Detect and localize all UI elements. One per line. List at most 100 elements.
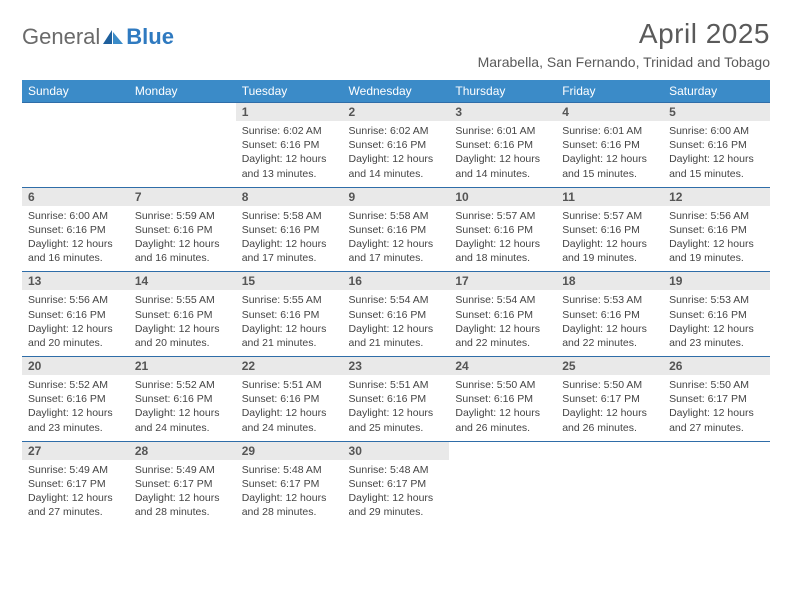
day-number-cell: 9: [343, 187, 450, 206]
day1-text: Daylight: 12 hours: [242, 237, 337, 251]
sunrise-text: Sunrise: 5:56 AM: [669, 209, 764, 223]
day1-text: Daylight: 12 hours: [349, 152, 444, 166]
day-info-cell: Sunrise: 5:48 AMSunset: 6:17 PMDaylight:…: [343, 460, 450, 526]
day-info-cell: Sunrise: 5:54 AMSunset: 6:16 PMDaylight:…: [449, 290, 556, 356]
day1-text: Daylight: 12 hours: [669, 237, 764, 251]
day-info-cell: [129, 121, 236, 187]
sunset-text: Sunset: 6:16 PM: [669, 308, 764, 322]
sunrise-text: Sunrise: 5:58 AM: [349, 209, 444, 223]
sunrise-text: Sunrise: 6:01 AM: [562, 124, 657, 138]
day1-text: Daylight: 12 hours: [135, 322, 230, 336]
title-block: April 2025 Marabella, San Fernando, Trin…: [478, 18, 770, 70]
sunset-text: Sunset: 6:16 PM: [349, 308, 444, 322]
day-info-cell: Sunrise: 6:02 AMSunset: 6:16 PMDaylight:…: [236, 121, 343, 187]
day-number-row: 6789101112: [22, 187, 770, 206]
sunrise-text: Sunrise: 5:51 AM: [242, 378, 337, 392]
day1-text: Daylight: 12 hours: [455, 237, 550, 251]
sunset-text: Sunset: 6:16 PM: [28, 308, 123, 322]
day-number-row: 12345: [22, 103, 770, 122]
day-info-cell: Sunrise: 5:49 AMSunset: 6:17 PMDaylight:…: [22, 460, 129, 526]
weekday-header: Tuesday: [236, 80, 343, 103]
weekday-header: Sunday: [22, 80, 129, 103]
sunrise-text: Sunrise: 5:50 AM: [455, 378, 550, 392]
weekday-header: Friday: [556, 80, 663, 103]
sail-icon: [102, 28, 124, 46]
day-number-row: 27282930: [22, 441, 770, 460]
day-info-cell: Sunrise: 5:49 AMSunset: 6:17 PMDaylight:…: [129, 460, 236, 526]
sunrise-text: Sunrise: 5:53 AM: [562, 293, 657, 307]
day-number-cell: [22, 103, 129, 122]
day-number-cell: 21: [129, 357, 236, 376]
day-info-cell: Sunrise: 5:54 AMSunset: 6:16 PMDaylight:…: [343, 290, 450, 356]
sunrise-text: Sunrise: 5:59 AM: [135, 209, 230, 223]
day2-text: and 27 minutes.: [28, 505, 123, 519]
day2-text: and 23 minutes.: [28, 421, 123, 435]
day-number-cell: 19: [663, 272, 770, 291]
weekday-header: Monday: [129, 80, 236, 103]
sunrise-text: Sunrise: 5:48 AM: [242, 463, 337, 477]
day1-text: Daylight: 12 hours: [349, 322, 444, 336]
day-number-cell: 24: [449, 357, 556, 376]
day1-text: Daylight: 12 hours: [562, 322, 657, 336]
day1-text: Daylight: 12 hours: [349, 491, 444, 505]
sunrise-text: Sunrise: 5:55 AM: [242, 293, 337, 307]
day2-text: and 26 minutes.: [455, 421, 550, 435]
day1-text: Daylight: 12 hours: [135, 237, 230, 251]
sunset-text: Sunset: 6:16 PM: [242, 308, 337, 322]
brand-part1: General: [22, 24, 100, 50]
day-number-cell: 4: [556, 103, 663, 122]
day-number-cell: [129, 103, 236, 122]
day-info-row: Sunrise: 5:49 AMSunset: 6:17 PMDaylight:…: [22, 460, 770, 526]
day1-text: Daylight: 12 hours: [135, 406, 230, 420]
sunset-text: Sunset: 6:17 PM: [349, 477, 444, 491]
brand-logo: General Blue: [22, 24, 174, 50]
day-number-cell: 2: [343, 103, 450, 122]
day-number-cell: 5: [663, 103, 770, 122]
day2-text: and 22 minutes.: [562, 336, 657, 350]
sunrise-text: Sunrise: 5:57 AM: [455, 209, 550, 223]
day-info-row: Sunrise: 5:52 AMSunset: 6:16 PMDaylight:…: [22, 375, 770, 441]
day2-text: and 17 minutes.: [349, 251, 444, 265]
day1-text: Daylight: 12 hours: [669, 406, 764, 420]
day-number-cell: 17: [449, 272, 556, 291]
sunset-text: Sunset: 6:16 PM: [349, 223, 444, 237]
day1-text: Daylight: 12 hours: [242, 322, 337, 336]
sunrise-text: Sunrise: 6:01 AM: [455, 124, 550, 138]
day1-text: Daylight: 12 hours: [28, 237, 123, 251]
sunset-text: Sunset: 6:16 PM: [135, 223, 230, 237]
day-info-cell: Sunrise: 5:57 AMSunset: 6:16 PMDaylight:…: [556, 206, 663, 272]
day-number-cell: 25: [556, 357, 663, 376]
day-info-cell: Sunrise: 5:48 AMSunset: 6:17 PMDaylight:…: [236, 460, 343, 526]
day2-text: and 26 minutes.: [562, 421, 657, 435]
day2-text: and 24 minutes.: [242, 421, 337, 435]
sunset-text: Sunset: 6:17 PM: [135, 477, 230, 491]
month-title: April 2025: [478, 18, 770, 50]
day-info-cell: Sunrise: 6:01 AMSunset: 6:16 PMDaylight:…: [556, 121, 663, 187]
day-number-cell: 7: [129, 187, 236, 206]
day2-text: and 20 minutes.: [135, 336, 230, 350]
day-info-cell: Sunrise: 5:52 AMSunset: 6:16 PMDaylight:…: [22, 375, 129, 441]
sunset-text: Sunset: 6:16 PM: [669, 223, 764, 237]
sunrise-text: Sunrise: 5:55 AM: [135, 293, 230, 307]
day2-text: and 19 minutes.: [669, 251, 764, 265]
sunrise-text: Sunrise: 5:50 AM: [669, 378, 764, 392]
day1-text: Daylight: 12 hours: [349, 406, 444, 420]
sunset-text: Sunset: 6:16 PM: [242, 392, 337, 406]
sunset-text: Sunset: 6:16 PM: [242, 138, 337, 152]
day-number-cell: [556, 441, 663, 460]
day2-text: and 19 minutes.: [562, 251, 657, 265]
day-number-cell: 22: [236, 357, 343, 376]
day2-text: and 29 minutes.: [349, 505, 444, 519]
sunrise-text: Sunrise: 5:49 AM: [28, 463, 123, 477]
day-number-cell: 12: [663, 187, 770, 206]
day2-text: and 25 minutes.: [349, 421, 444, 435]
sunset-text: Sunset: 6:17 PM: [562, 392, 657, 406]
day-number-cell: 16: [343, 272, 450, 291]
day-info-cell: Sunrise: 5:53 AMSunset: 6:16 PMDaylight:…: [556, 290, 663, 356]
sunset-text: Sunset: 6:16 PM: [349, 138, 444, 152]
day-number-cell: 14: [129, 272, 236, 291]
day1-text: Daylight: 12 hours: [669, 152, 764, 166]
sunrise-text: Sunrise: 5:50 AM: [562, 378, 657, 392]
day2-text: and 15 minutes.: [562, 167, 657, 181]
day2-text: and 21 minutes.: [242, 336, 337, 350]
